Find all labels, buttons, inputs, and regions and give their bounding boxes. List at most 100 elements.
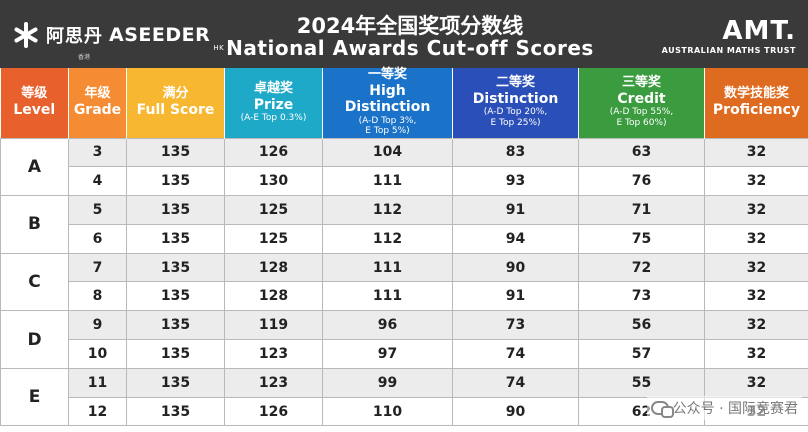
column-header-note: (A-D Top 3%, E Top 5%) <box>358 115 417 137</box>
amt-logo-mark: AMT. <box>722 16 796 46</box>
column-header: 二等奖 Distinction (A-D Top 20%, E Top 25%) <box>452 68 579 138</box>
watermark-text: 公众号 · 国际竞赛君 <box>672 401 798 417</box>
column-header-cn: 二等奖 <box>495 75 535 91</box>
hd-cell: 99 <box>322 367 453 398</box>
amt-logo: AMT. AUSTRALIAN MATHS TRUST <box>636 18 796 55</box>
full-cell: 135 <box>126 195 225 225</box>
hd-cell: 112 <box>322 223 453 254</box>
grade-cell: 4 <box>68 166 127 197</box>
dist-cell: 74 <box>452 339 579 369</box>
column-header-en: Level <box>13 102 56 119</box>
column-header-note: (A-D Top 20%, E Top 25%) <box>483 107 548 129</box>
grade-cell: 5 <box>68 195 127 225</box>
column-header-en: Grade <box>73 102 122 119</box>
prof-cell: 32 <box>704 252 808 283</box>
hd-cell: 97 <box>322 339 453 369</box>
dist-cell: 90 <box>452 396 579 427</box>
brand-en: ASEEDER HK <box>109 24 225 52</box>
full-cell: 135 <box>126 367 225 398</box>
dist-cell: 91 <box>452 281 579 312</box>
prof-cell: 32 <box>704 310 808 341</box>
column-header: 满分 Full Score <box>126 68 225 138</box>
table-row: C 7 135 128 111 90 72 32 <box>0 252 808 312</box>
prize-cell: 125 <box>224 195 323 225</box>
wechat-icon <box>650 401 674 418</box>
dist-cell: 90 <box>452 252 579 283</box>
column-header-en: Full Score <box>136 102 215 119</box>
full-cell: 135 <box>126 396 225 427</box>
hd-cell: 96 <box>322 310 453 341</box>
prize-cell: 128 <box>224 281 323 312</box>
column-header-en: High Distinction <box>344 83 431 116</box>
amt-logo-text: AUSTRALIAN MATHS TRUST <box>661 46 796 55</box>
prize-cell: 128 <box>224 252 323 283</box>
column-header: 一等奖 High Distinction (A-D Top 3%, E Top 5%… <box>322 67 453 138</box>
full-cell: 135 <box>126 223 225 254</box>
column-header: 三等奖 Credit (A-D Top 55%, E Top 60%) <box>578 68 705 138</box>
full-cell: 135 <box>126 166 225 197</box>
credit-cell: 56 <box>578 310 705 341</box>
table-body: A 3 135 126 104 83 63 32 4 135 130 111 93 76 32 B 5 135 12… <box>0 137 808 427</box>
prof-cell: 32 <box>704 166 808 197</box>
hd-cell: 111 <box>322 281 453 312</box>
credit-cell: 73 <box>578 281 705 312</box>
grade-cell: 8 <box>68 281 127 312</box>
full-cell: 135 <box>126 281 225 312</box>
table-row: E 11 135 123 99 74 55 32 <box>0 367 808 427</box>
column-header-en: Proficiency <box>712 102 801 119</box>
grade-cell: 10 <box>68 339 127 369</box>
column-header-cn: 满分 <box>162 86 189 102</box>
column-header-note: (A-D Top 55%, E Top 60%) <box>609 107 674 129</box>
table-row: A 3 135 126 104 83 63 32 <box>0 137 808 197</box>
grade-cell: 9 <box>68 310 127 341</box>
level-cell: A <box>0 137 69 197</box>
column-header: 卓越奖 Prize (A-E Top 0.3%) <box>224 68 323 138</box>
column-header: 年级 Grade <box>68 68 127 138</box>
cutoff-table: 等级 Level 年级 Grade 满分 Full Score 卓越奖 Prize (A-E T… <box>0 67 808 427</box>
credit-cell: 72 <box>578 252 705 283</box>
prize-cell: 123 <box>224 367 323 398</box>
dist-cell: 94 <box>452 223 579 254</box>
prize-cell: 126 <box>224 137 323 168</box>
level-cell: C <box>0 252 69 312</box>
brand-hk: HK <box>213 44 225 52</box>
brand-sub: 香港 <box>78 54 91 61</box>
grade-cell: 3 <box>68 137 127 168</box>
prof-cell: 32 <box>704 281 808 312</box>
full-cell: 135 <box>126 252 225 283</box>
credit-cell: 71 <box>578 195 705 225</box>
table-row: 10 135 123 97 74 57 32 <box>1 339 808 369</box>
prof-cell: 32 <box>704 367 808 398</box>
dist-cell: 74 <box>452 367 579 398</box>
level-cell: D <box>0 310 69 369</box>
hd-cell: 110 <box>322 396 453 427</box>
prof-cell: 32 <box>704 137 808 168</box>
prof-cell: 32 <box>704 195 808 225</box>
column-header-cn: 等级 <box>21 86 48 102</box>
column-header: 数学技能奖 Proficiency <box>704 68 808 138</box>
hd-cell: 104 <box>322 137 453 168</box>
header-banner: 阿思丹 ASEEDER HK 香港 2024年全国奖项分数线 National A… <box>0 0 808 68</box>
table-row: 6 135 125 112 94 75 32 <box>1 223 808 254</box>
aseeder-logo: 阿思丹 ASEEDER HK <box>12 20 225 52</box>
table-row: 4 135 130 111 93 76 32 <box>1 166 808 197</box>
hd-cell: 111 <box>322 252 453 283</box>
prof-cell: 32 <box>704 223 808 254</box>
full-cell: 135 <box>126 310 225 341</box>
grade-cell: 6 <box>68 223 127 254</box>
full-cell: 135 <box>126 339 225 369</box>
dist-cell: 83 <box>452 137 579 168</box>
column-header-cn: 数学技能奖 <box>723 86 789 102</box>
credit-cell: 75 <box>578 223 705 254</box>
column-header-en: Distinction <box>472 91 559 108</box>
watermark: 公众号 · 国际竞赛君 <box>646 396 802 420</box>
hd-cell: 111 <box>322 166 453 197</box>
page-title-cn: 2024年全国奖项分数线 <box>296 14 524 38</box>
table-row: B 5 135 125 112 91 71 32 <box>0 195 808 254</box>
column-header-note: (A-E Top 0.3%) <box>240 112 307 123</box>
credit-cell: 57 <box>578 339 705 369</box>
prof-cell: 32 <box>704 339 808 369</box>
grade-cell: 12 <box>68 396 127 427</box>
grade-cell: 11 <box>68 367 127 398</box>
credit-cell: 76 <box>578 166 705 197</box>
